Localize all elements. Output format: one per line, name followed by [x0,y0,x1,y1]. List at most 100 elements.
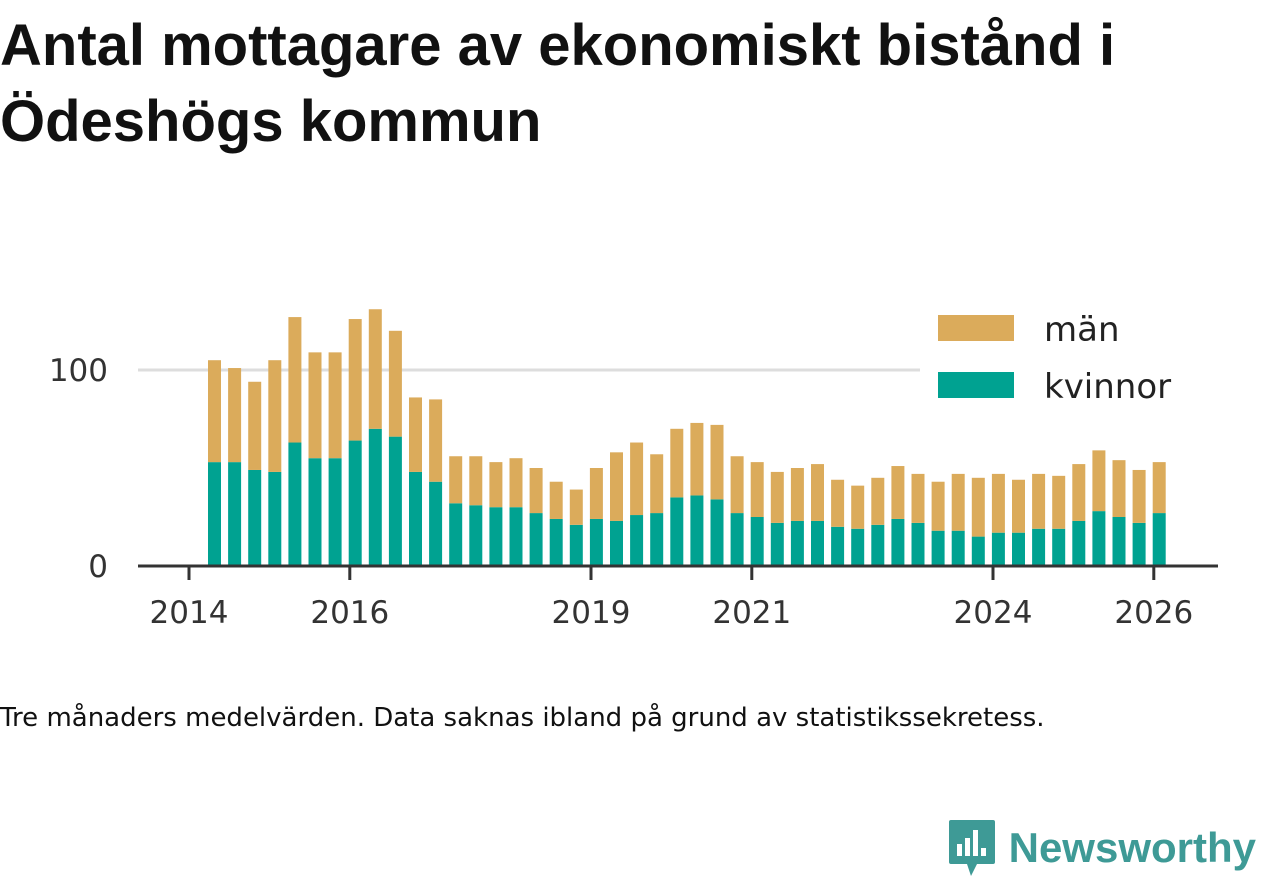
bar-kvinnor [409,471,422,566]
bar-kvinnor [931,530,945,566]
bar-man [1072,464,1086,521]
brand-name: Newsworthy [1008,824,1256,871]
bar-kvinnor [328,458,342,566]
legend-label: män [1044,310,1120,350]
bar-kvinnor [208,462,221,566]
bar-man [790,468,804,521]
bar-man [1132,469,1146,523]
bar-man [248,381,262,470]
legend-swatch-kvinnor [938,372,1014,398]
bar-kvinnor [308,458,322,566]
bar-man [469,456,483,506]
bar-man [1112,460,1126,517]
bar-kvinnor [469,505,483,566]
bar-man [489,462,503,508]
bar-kvinnor [770,522,784,566]
bar-kvinnor [610,520,623,566]
bar-man [891,466,905,519]
bar-kvinnor [811,520,824,566]
bar-kvinnor [489,507,503,566]
y-axis-ticks: 0 100 [49,353,108,585]
bar-man [770,471,784,523]
x-tick-label: 2021 [712,595,791,631]
bar-kvinnor [1072,520,1086,566]
bar-kvinnor [268,471,282,566]
bar-kvinnor [750,517,764,566]
bar-man [951,473,965,531]
bar-man [690,422,704,496]
bar-kvinnor [650,513,664,566]
bar-man [750,462,764,517]
bar-man [549,481,563,519]
bar-man [911,473,925,523]
bar-kvinnor [529,513,543,566]
footnote: Tre månaders medelvärden. Data saknas ib… [0,703,1045,733]
bar-man [1092,450,1106,512]
bar-kvinnor [911,522,925,566]
bar-man [308,352,322,459]
bar-man [630,442,644,516]
x-tick-label: 2026 [1114,595,1193,631]
y-tick-label: 0 [88,549,108,585]
bar-kvinnor [1152,513,1166,566]
bar-man [208,360,221,463]
bar-kvinnor [991,532,1005,566]
bar-kvinnor [1092,511,1106,566]
newsworthy-logo: Newsworthy [947,818,1256,878]
x-axis-ticks: 2014 2016 2019 2021 2024 2026 [150,566,1193,631]
bar-man [710,424,724,500]
bar-man [1152,462,1166,514]
bar-kvinnor [971,536,985,566]
bar-kvinnor [690,495,704,566]
bar-man [991,473,1005,533]
x-tick-label: 2024 [954,595,1033,631]
bar-man [368,309,382,429]
bar-kvinnor [730,513,744,566]
bar-man [449,456,463,504]
bar-man [851,485,865,529]
bar-man [811,464,824,521]
bar-kvinnor [851,528,865,566]
bar-man [650,454,664,514]
bar-man [871,477,885,525]
bar-kvinnor [429,481,443,566]
bar-chart: 2014 2016 2019 2021 2024 2026 0 100 män kvinnor [49,309,1220,631]
legend: män kvinnor [920,310,1220,412]
bar-kvinnor [630,515,644,566]
bar-kvinnor [951,530,965,566]
bar-man [228,368,242,463]
bar-man [288,317,302,443]
bar-man [429,399,443,482]
bar-kvinnor [348,440,362,566]
bar-man [388,330,402,437]
bar-kvinnor [368,428,382,566]
bar-kvinnor [569,524,583,566]
bar-kvinnor [1032,528,1046,566]
legend-label: kvinnor [1044,367,1171,407]
bar-kvinnor [710,499,724,566]
bar-kvinnor [589,518,603,566]
bar-man [971,477,985,537]
chart-title: Antal mottagare av ekonomiskt bistånd i … [0,13,1116,154]
bar-man [348,319,362,441]
bar-kvinnor [1132,522,1146,566]
bar-man [670,428,684,498]
bar-kvinnor [790,520,804,566]
bar-man [328,352,342,459]
bar-kvinnor [509,507,523,566]
bar-kvinnor [388,436,402,566]
bar-kvinnor [831,526,845,566]
bars [208,309,1166,566]
x-tick-label: 2016 [310,595,389,631]
bar-kvinnor [228,462,242,566]
newsworthy-icon [948,820,995,876]
bar-man [1012,479,1025,533]
bar-man [831,479,845,527]
x-tick-label: 2014 [150,595,229,631]
bar-man [730,456,744,514]
bar-man [409,397,422,472]
bar-man [1052,475,1066,529]
bar-kvinnor [248,469,262,566]
bar-kvinnor [549,518,563,566]
bar-kvinnor [1112,517,1126,566]
